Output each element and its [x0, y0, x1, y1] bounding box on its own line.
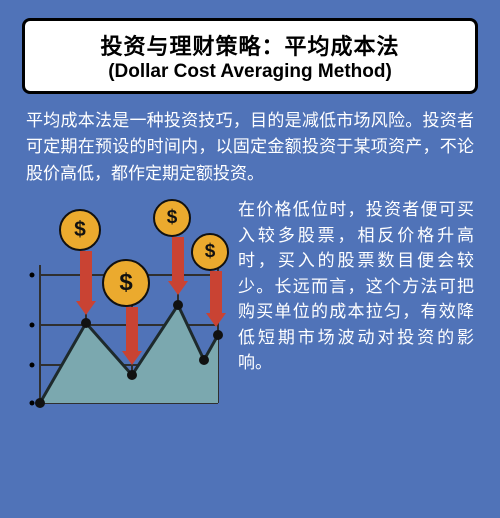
title-cn: 投资与理财策略：平均成本法 — [35, 29, 465, 61]
coin-icon: $ — [59, 209, 101, 251]
down-arrow-icon — [80, 251, 92, 303]
coin-icon: $ — [102, 259, 150, 307]
intro-paragraph: 平均成本法是一种投资技巧，目的是减低市场风险。投资者可定期在预设的时间内，以固定… — [26, 108, 474, 187]
title-en: (Dollar Cost Averaging Method) — [35, 61, 465, 83]
down-arrow-icon — [172, 237, 184, 283]
coin-icon: $ — [191, 233, 229, 271]
coin-icon: $ — [153, 199, 191, 237]
down-arrow-icon — [210, 271, 222, 315]
down-arrow-icon — [126, 307, 138, 353]
mid-row: $$$$ 在价格低位时，投资者便可买入较多股票，相反价格升高时，买入的股票数目便… — [26, 197, 474, 415]
title-card: 投资与理财策略：平均成本法 (Dollar Cost Averaging Met… — [22, 18, 478, 94]
dca-chart: $$$$ — [26, 205, 226, 415]
side-paragraph: 在价格低位时，投资者便可买入较多股票，相反价格升高时，买入的股票数目便会较少。长… — [238, 197, 474, 376]
